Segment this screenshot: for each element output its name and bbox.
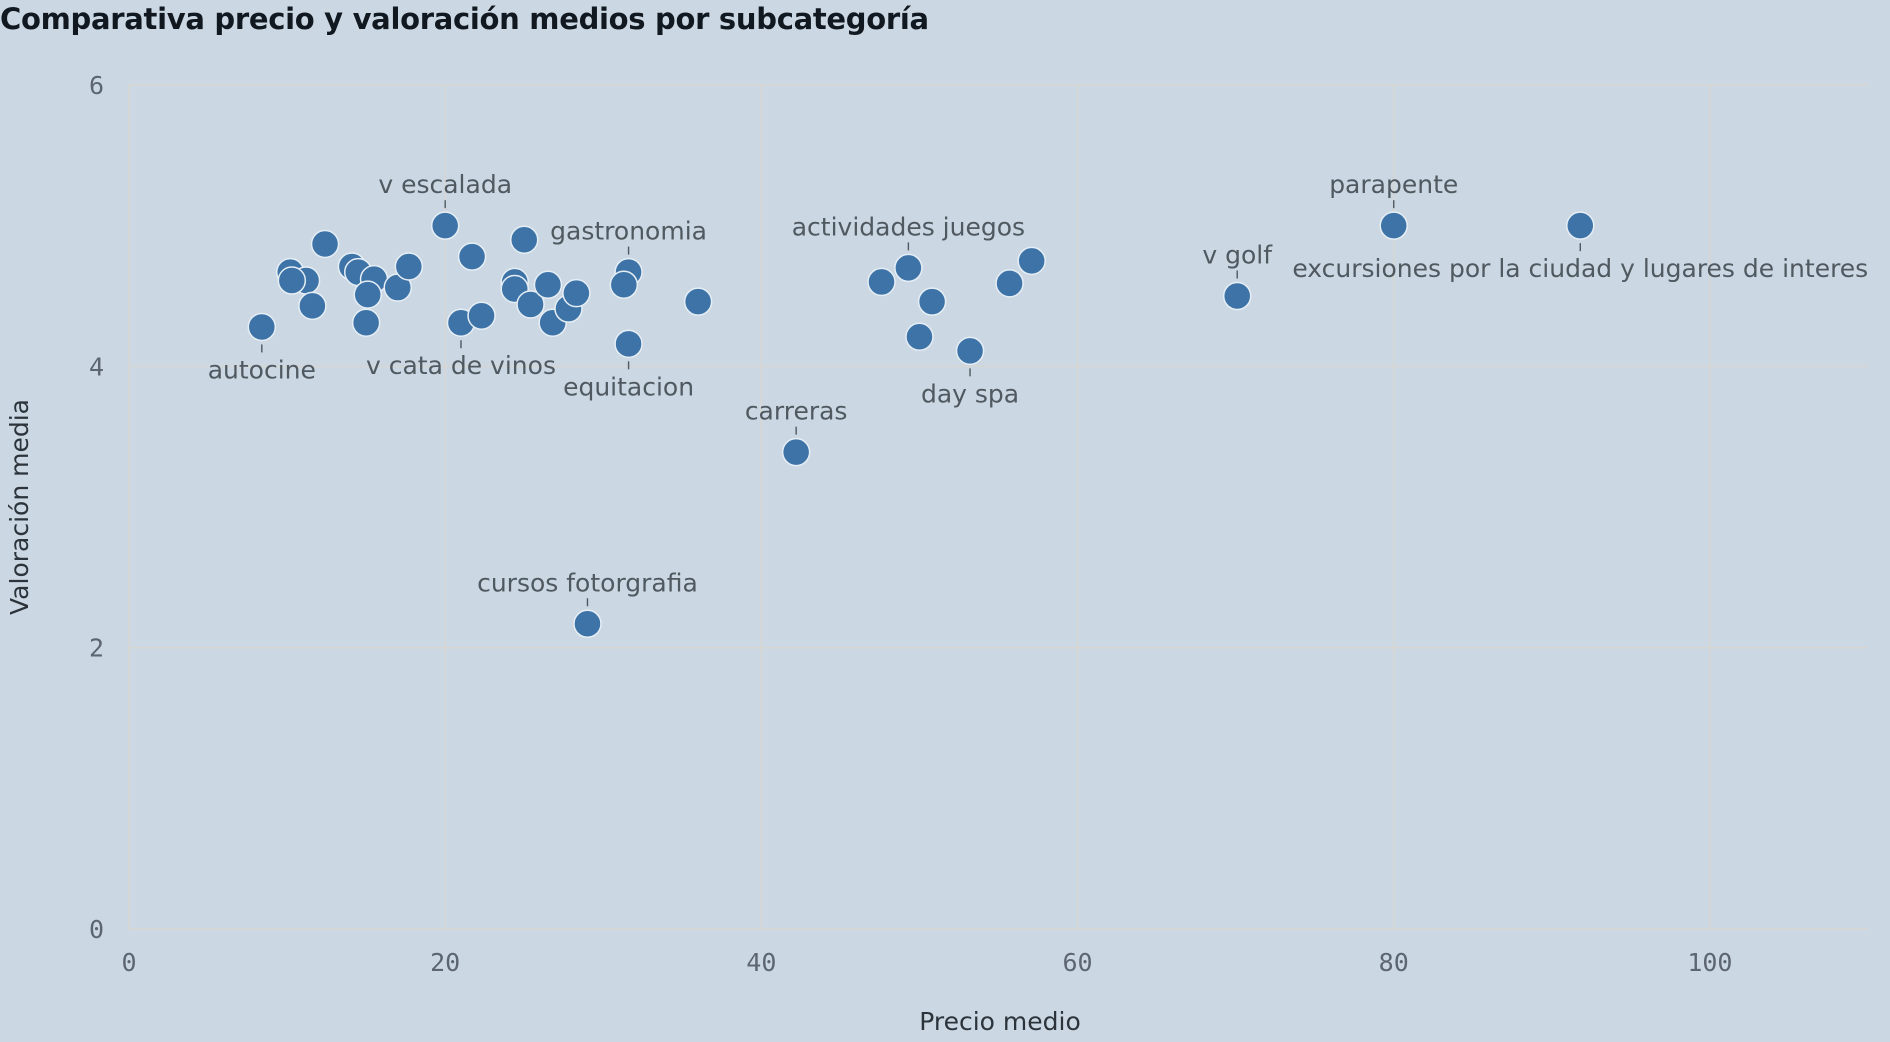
- data-point: [995, 269, 1024, 298]
- data-point: [614, 329, 643, 359]
- y-tick-label: 0: [89, 915, 104, 944]
- grid: [128, 84, 1868, 930]
- data-points: [247, 211, 1595, 639]
- data-point: [509, 225, 539, 254]
- point-label: actividades juegos: [792, 212, 1025, 241]
- data-point: [894, 253, 923, 283]
- data-point: [609, 270, 639, 299]
- data-point: [917, 287, 947, 316]
- chart-title: Comparativa precio y valoración medios p…: [0, 2, 929, 36]
- point-label: gastronomia: [550, 217, 707, 246]
- data-point: [1017, 246, 1046, 276]
- point-label: excursiones por la ciudad y lugares de i…: [1292, 254, 1868, 283]
- data-point: [562, 278, 591, 308]
- y-axis-title: Valoración media: [5, 399, 34, 615]
- point-label: parapente: [1329, 170, 1458, 199]
- data-point: [247, 312, 277, 342]
- data-point: [310, 229, 340, 259]
- data-point: [1222, 281, 1252, 311]
- x-tick-label: 80: [1379, 948, 1409, 977]
- data-point: [533, 270, 563, 299]
- point-label: carreras: [745, 397, 848, 426]
- y-tick-label: 4: [89, 352, 104, 381]
- data-point: [683, 287, 713, 316]
- data-point: [277, 266, 307, 295]
- point-label: v golf: [1202, 241, 1273, 270]
- data-point: [1566, 211, 1595, 240]
- data-point: [353, 280, 382, 309]
- x-axis-title: Precio medio: [919, 1007, 1081, 1036]
- x-tick-label: 0: [121, 948, 136, 977]
- point-labels: autocine v escalada v cata de vinos cursos …: [208, 170, 1868, 607]
- data-point: [430, 211, 460, 240]
- point-label: autocine: [208, 355, 316, 384]
- data-point: [467, 301, 496, 330]
- point-label: cursos fotorgrafia: [477, 568, 698, 597]
- data-point: [573, 609, 602, 639]
- point-label: v cata de vinos: [366, 351, 556, 380]
- axis-ticks: 0 20 40 60 80 100 0 2 4 6: [89, 71, 1733, 977]
- data-point: [457, 242, 487, 271]
- data-point: [905, 322, 934, 352]
- data-point: [351, 308, 381, 337]
- x-tick-label: 20: [430, 948, 460, 977]
- data-point: [955, 336, 985, 366]
- y-tick-label: 2: [89, 634, 104, 663]
- data-point: [516, 290, 545, 319]
- x-tick-label: 100: [1687, 948, 1732, 977]
- y-tick-label: 6: [89, 71, 104, 100]
- x-tick-label: 40: [746, 948, 776, 977]
- data-point: [1379, 211, 1408, 240]
- point-label: day spa: [921, 379, 1019, 408]
- data-point: [867, 267, 896, 297]
- data-point: [781, 437, 811, 467]
- x-tick-label: 60: [1062, 948, 1092, 977]
- point-label: v escalada: [378, 170, 512, 199]
- data-point: [298, 291, 327, 321]
- point-label: equitacion: [563, 372, 694, 401]
- data-point: [394, 252, 424, 281]
